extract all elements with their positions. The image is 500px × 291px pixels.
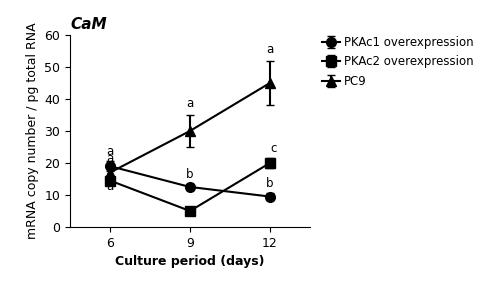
Text: a: a [266,43,274,56]
Text: a: a [186,97,194,110]
Text: c: c [187,204,193,217]
Text: CaM: CaM [70,17,106,32]
Text: a: a [106,152,114,165]
Y-axis label: mRNA copy number / pg total RNA: mRNA copy number / pg total RNA [26,23,38,239]
Text: b: b [266,177,274,190]
Text: a: a [106,145,114,158]
Text: b: b [186,168,194,180]
X-axis label: Culture period (days): Culture period (days) [115,255,265,268]
Legend: PKAc1 overexpression, PKAc2 overexpression, PC9: PKAc1 overexpression, PKAc2 overexpressi… [317,31,478,93]
Text: c: c [270,142,276,155]
Text: a: a [106,180,114,194]
